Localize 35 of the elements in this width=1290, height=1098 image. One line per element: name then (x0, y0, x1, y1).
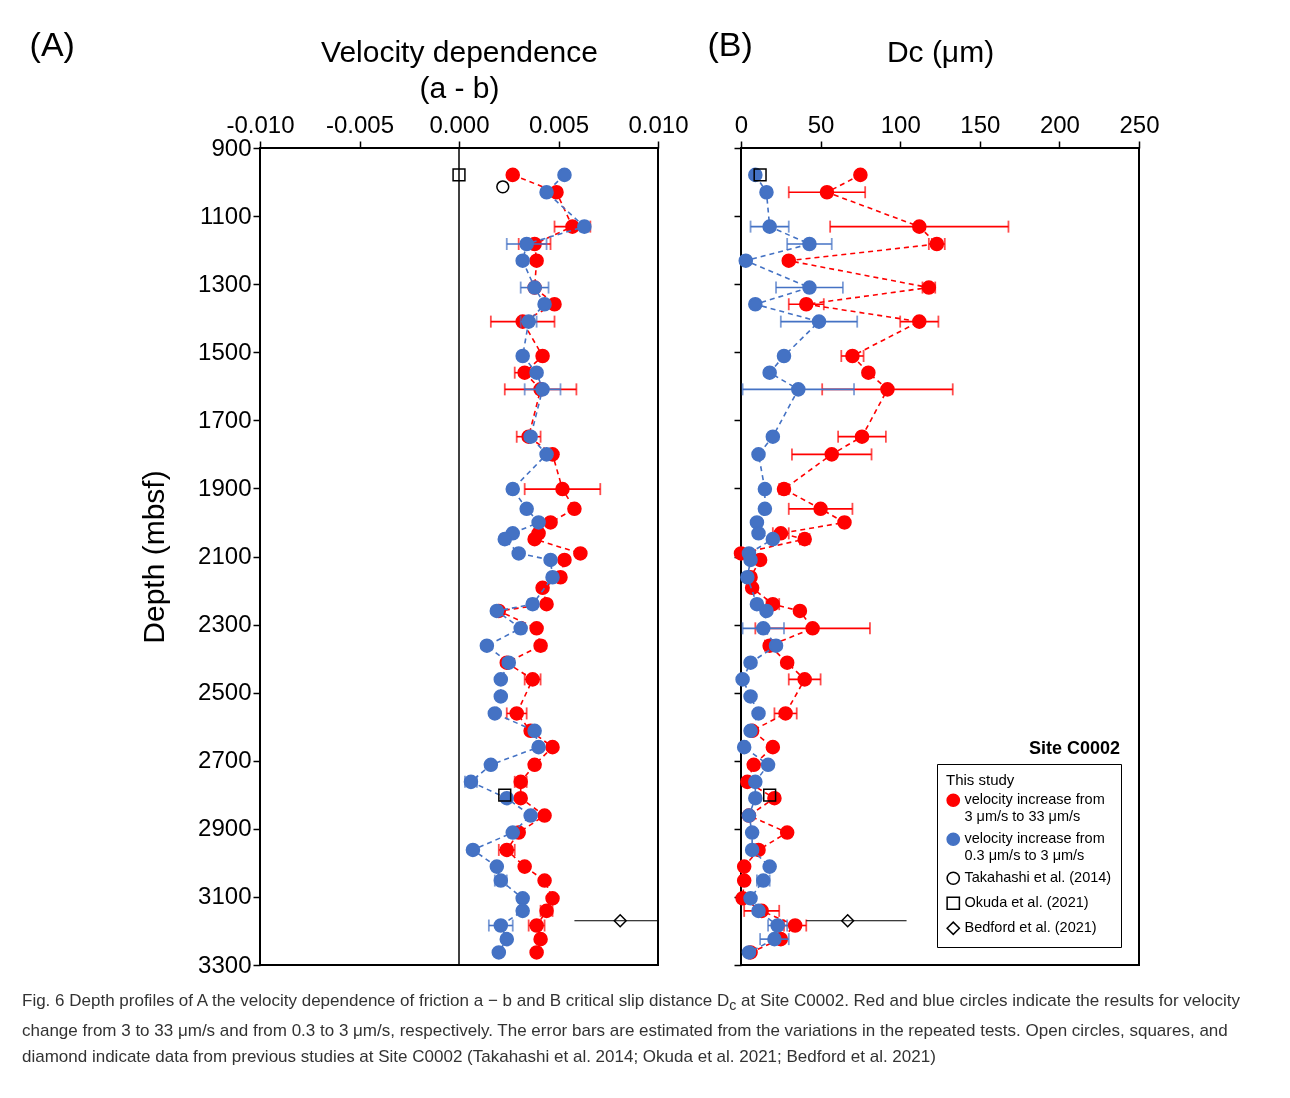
legend-label: Okuda et al. (2021) (964, 894, 1089, 911)
x-tick-label: 150 (960, 110, 1001, 138)
x-tick-label: 250 (1119, 110, 1160, 138)
y-tick-label: 2300 (198, 610, 252, 638)
y-tick-label: 2100 (198, 542, 252, 569)
legend-label: Bedford et al. (2021) (964, 919, 1097, 936)
x-axis-title: Dc (μm) (886, 34, 995, 68)
x-tick-label: 0.005 (528, 110, 590, 138)
x-tick-label: 0.000 (429, 110, 490, 138)
legend-label: Takahashi et al. (2014) (964, 869, 1112, 886)
x-tick-label: 0 (734, 110, 749, 138)
legend-label: velocity increase from 0.3 μm/s to 3 μm/s (964, 830, 1105, 863)
annotation: Site C0002 (1028, 738, 1120, 759)
y-tick-label: 2500 (198, 678, 252, 706)
y-tick-label: 1300 (198, 269, 252, 297)
y-axis-title: Depth (mbsf) (137, 470, 171, 644)
y-tick-label: 1500 (198, 337, 252, 365)
y-tick-label: 2700 (198, 746, 252, 774)
caption: Fig. 6 Depth profiles of A the velocity dependence of friction a − b and B critical slip distance D$_{c}$ at Site C0002. Red and blue circles indicate the results for velocity change from 3 to 33 μm/s and from 0.3 to 3 μm/s, respectively. The error bars are estimated from the variations in the repeated tests. Open circles, squares, and diamond indicate data from previous studies at Site C0002 (Takahashi et al. 2014; Okuda et al. 2021; Bedford et al. 2021) (22, 990, 1242, 1069)
y-tick-label: 1700 (198, 405, 252, 433)
x-axis-title: Velocity dependence (a - b) (321, 34, 598, 104)
x-tick-label: 100 (880, 110, 921, 138)
y-tick-label: 3300 (198, 950, 252, 978)
y-tick-label: 2900 (198, 814, 252, 842)
x-tick-label: -0.005 (325, 110, 395, 138)
y-tick-label: 3100 (198, 882, 252, 910)
x-tick-label: 200 (1039, 110, 1080, 138)
chart-title: (B) (707, 25, 753, 63)
y-tick-label: 1900 (198, 473, 252, 501)
chart-title: (A) (29, 25, 75, 63)
legend-label: velocity increase from 3 μm/s to 33 μm/s (964, 791, 1105, 824)
legend-title: This study (946, 771, 1015, 788)
x-tick-label: 50 (807, 110, 835, 138)
x-tick-label: 0.010 (628, 110, 689, 138)
y-tick-label: 1100 (199, 201, 252, 229)
